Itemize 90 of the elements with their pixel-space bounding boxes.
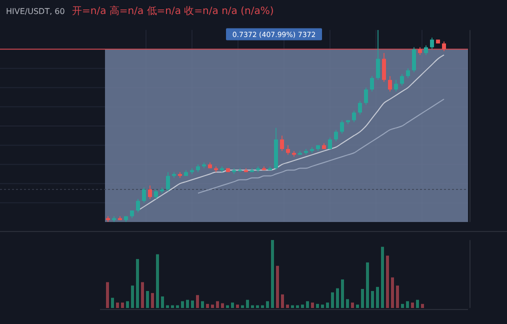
bar [366,262,369,308]
bar [186,300,189,308]
bar [151,293,154,308]
bar [286,304,289,308]
candlestick [406,68,410,78]
bar [241,305,244,308]
candlestick [358,100,362,115]
bar [161,296,164,308]
bar [306,301,309,308]
bar [416,300,419,308]
bar [296,305,299,308]
bar [176,305,179,308]
candlestick [382,52,386,82]
bar [236,304,239,308]
bar [116,302,119,308]
bar [126,301,129,308]
candlestick [394,80,398,92]
candlestick [352,110,356,123]
bar [351,302,354,308]
bar [111,298,114,308]
bar [321,304,324,308]
bar [146,291,149,308]
candlestick [280,135,284,152]
bar [281,294,284,308]
candlestick [142,187,146,204]
candlestick [430,37,434,50]
bar [411,302,414,308]
candlestick [340,120,344,134]
bar [136,259,139,308]
chart-subtitle: 开=n/a 高=n/a 低=n/a 收=n/a n/a (n/a%) [72,5,274,17]
bar [401,304,404,308]
candlestick [154,188,158,200]
bar [341,279,344,308]
bar [131,286,134,308]
bar [166,305,169,308]
candlestick [136,198,140,213]
candlestick [334,129,338,142]
bar [141,282,144,308]
bar [331,292,334,308]
bar [421,304,424,308]
bar [391,277,394,308]
candlestick [388,76,392,92]
bar [226,305,229,308]
bar [266,301,269,308]
text: HIVE/USDT, 60 [6,7,65,16]
bar [121,302,124,308]
bar [156,254,159,308]
bar [256,305,259,308]
candlestick [148,185,152,200]
bar [261,305,264,308]
bar [271,240,274,308]
candlestick [370,76,374,92]
bar [196,295,199,308]
bar [291,305,294,308]
candlestick [442,41,446,52]
bar [251,305,254,308]
bar [311,302,314,308]
bar [396,286,399,308]
bar [326,302,329,308]
bar [201,301,204,308]
bar [381,246,384,308]
bar [406,301,409,308]
candlestick [364,87,368,106]
bar [171,305,174,308]
candlestick [166,172,170,192]
bar [231,302,234,308]
bar [211,304,214,308]
bar [246,300,249,308]
bar [181,301,184,308]
bar [356,304,359,308]
bar [371,291,374,308]
bar [106,282,109,308]
candlestick [412,46,416,73]
bar [221,303,224,308]
candlestick [400,74,404,86]
candlestick [376,30,380,80]
candlestick [238,168,242,172]
bar [386,256,389,308]
bar [301,304,304,308]
candlestick [286,144,290,156]
bar [361,288,364,308]
bar [276,266,279,308]
candlestick [424,44,428,56]
bar [336,288,339,308]
bar [191,300,194,308]
bar [316,304,319,308]
bar [206,304,209,308]
bar [376,286,379,308]
bar [216,301,219,308]
bar [346,299,349,308]
